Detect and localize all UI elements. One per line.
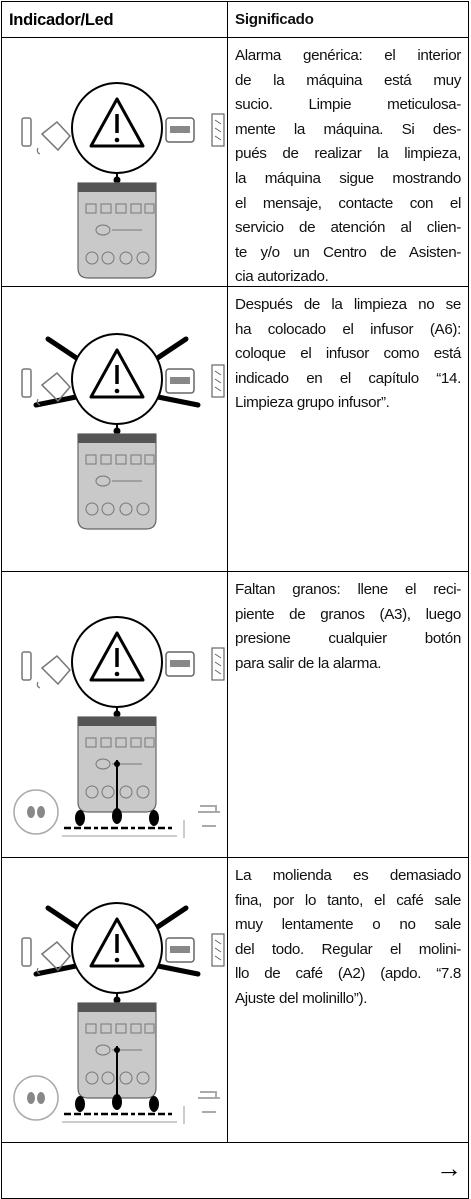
description: La molienda es demasiado fina, por lo tan… bbox=[228, 858, 468, 1142]
illustration bbox=[2, 287, 228, 571]
text-line: Alarma genérica: el interior bbox=[235, 47, 461, 64]
description: Faltan granos: llene el reci-piente de g… bbox=[228, 572, 468, 857]
indicator-figure bbox=[20, 332, 226, 531]
text-line: Ajuste del molinillo”). bbox=[235, 989, 368, 1007]
text-line: sucio. Limpie meticulosa- bbox=[235, 96, 461, 114]
indicator-figure bbox=[12, 901, 226, 1126]
text-line: coloque el infusor como está bbox=[235, 345, 461, 363]
text-line: fina, por lo tanto, el café sale bbox=[235, 891, 461, 909]
text-line: pués de realizar la limpieza, bbox=[235, 145, 461, 163]
table-row: Faltan granos: llene el reci-piente de g… bbox=[2, 572, 468, 858]
text-line: te y/o un Centro de Asisten- bbox=[235, 243, 461, 261]
illustration bbox=[2, 858, 228, 1142]
header-row: Indicador/Led Significado bbox=[2, 2, 468, 38]
text-line: La molienda es demasiado bbox=[235, 867, 461, 884]
text-line: mente la máquina. Si des- bbox=[235, 120, 461, 138]
text-line: el mensaje, contacte con el bbox=[235, 194, 461, 212]
text-line: servicio de atención al clien- bbox=[235, 219, 461, 237]
text-line: Limpieza grupo infusor”. bbox=[235, 394, 390, 412]
text-line: muy lentamente o no sale bbox=[235, 916, 461, 934]
table-row: Después de la limpieza no se ha colocado … bbox=[2, 287, 468, 572]
footer-row: → bbox=[2, 1143, 468, 1198]
description: Alarma genérica: el interior de la máquin… bbox=[228, 38, 468, 286]
text-line: ha colocado el infusor (A6): bbox=[235, 320, 461, 338]
table-row: Alarma genérica: el interior de la máquin… bbox=[2, 38, 468, 287]
indicator-figure bbox=[12, 615, 226, 840]
next-arrow: → bbox=[436, 1153, 462, 1183]
header-cell: Significado bbox=[235, 11, 314, 28]
table-row: La molienda es demasiado fina, por lo tan… bbox=[2, 858, 468, 1143]
text-line: Después de la limpieza no se bbox=[235, 296, 461, 313]
text-line: la máquina sigue mostrando bbox=[235, 169, 461, 187]
illustration bbox=[2, 38, 228, 286]
text-line: indicado en el capítulo “14. bbox=[235, 369, 461, 387]
text-line: del todo. Regular el molini- bbox=[235, 940, 461, 958]
illustration bbox=[2, 572, 228, 857]
header-cell: Indicador/Led bbox=[2, 2, 228, 37]
text-line: llo de café (A2) (apdo. “7.8 bbox=[235, 965, 461, 983]
description: Después de la limpieza no se ha colocado … bbox=[228, 287, 468, 571]
text-line: piente de granos (A3), luego bbox=[235, 605, 461, 623]
text-line: presione cualquier botón bbox=[235, 630, 461, 648]
text-line: de la máquina está muy bbox=[235, 71, 461, 89]
text-line: para salir de la alarma. bbox=[235, 654, 382, 672]
text-line: Faltan granos: llene el reci- bbox=[235, 581, 461, 598]
indicator-figure bbox=[20, 81, 226, 280]
text-line: cia autorizado. bbox=[235, 268, 329, 286]
